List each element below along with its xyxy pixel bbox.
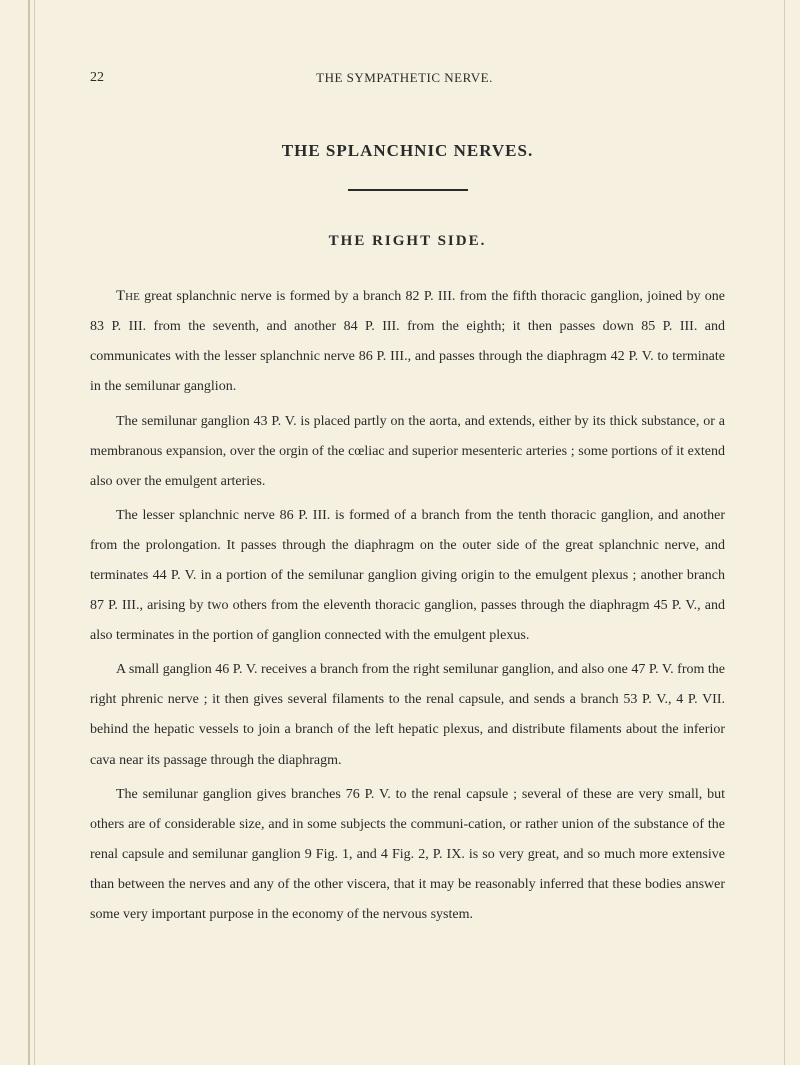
paragraph-1: The great splanchnic nerve is formed by … [90, 280, 725, 403]
page-right-border [784, 0, 785, 1065]
header-spacer [705, 70, 725, 86]
title-divider [348, 189, 468, 191]
page-left-border [28, 0, 30, 1065]
running-header: THE SYMPATHETIC NERVE. [316, 70, 493, 86]
page-header: 22 THE SYMPATHETIC NERVE. [90, 70, 725, 86]
chapter-title: THE SPLANCHNIC NERVES. [90, 141, 725, 161]
paragraph-1-body: great splanchnic nerve is formed by a br… [90, 289, 725, 394]
paragraph-1-first-word: The [116, 288, 140, 304]
paragraph-3: The lesser splanchnic nerve 86 P. III. i… [90, 501, 725, 651]
paragraph-2: The semilunar ganglion 43 P. V. is place… [90, 407, 725, 497]
page-left-border-inner [34, 0, 35, 1065]
section-subtitle: THE RIGHT SIDE. [90, 233, 725, 250]
paragraph-4: A small ganglion 46 P. V. receives a bra… [90, 655, 725, 775]
paragraph-5: The semilunar ganglion gives branches 76… [90, 780, 725, 930]
page-number: 22 [90, 70, 104, 86]
